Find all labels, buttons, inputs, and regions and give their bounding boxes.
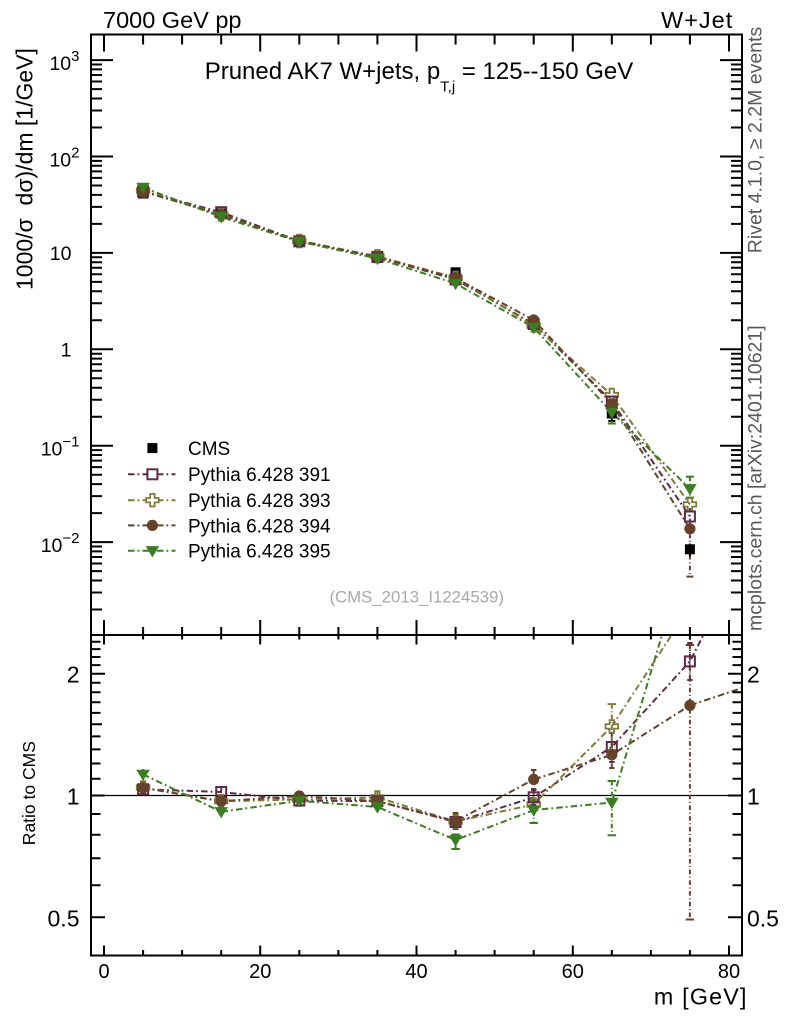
svg-text:Pruned AK7 W+jets, pT,j = 125-: Pruned AK7 W+jets, pT,j = 125--150 GeV <box>205 58 634 96</box>
svg-text:Pythia 6.428 391: Pythia 6.428 391 <box>188 465 331 486</box>
svg-text:0: 0 <box>98 961 109 983</box>
svg-text:2: 2 <box>747 662 760 688</box>
svg-text:10−2: 10−2 <box>41 530 80 557</box>
svg-text:Pythia 6.428 393: Pythia 6.428 393 <box>188 491 331 512</box>
svg-text:1000/σ dσ)/dm [1/GeV]: 1000/σ dσ)/dm [1/GeV] <box>12 48 38 290</box>
svg-text:W+Jet: W+Jet <box>661 7 733 33</box>
svg-text:60: 60 <box>562 961 584 983</box>
svg-text:80: 80 <box>718 961 740 983</box>
svg-text:m [GeV]: m [GeV] <box>654 983 748 1009</box>
svg-text:(CMS_2013_I1224539): (CMS_2013_I1224539) <box>329 587 503 606</box>
svg-text:1: 1 <box>61 339 72 361</box>
svg-text:2: 2 <box>67 662 80 688</box>
svg-text:40: 40 <box>405 961 427 983</box>
svg-text:CMS: CMS <box>188 439 230 460</box>
svg-text:0.5: 0.5 <box>48 905 80 931</box>
svg-text:0.5: 0.5 <box>747 905 779 931</box>
svg-text:20: 20 <box>249 961 271 983</box>
svg-text:7000 GeV pp: 7000 GeV pp <box>103 7 242 33</box>
svg-text:Ratio to CMS: Ratio to CMS <box>19 741 39 845</box>
svg-text:10: 10 <box>50 243 72 265</box>
svg-text:1: 1 <box>67 784 80 810</box>
svg-text:Rivet 4.1.0, ≥ 2.2M events: Rivet 4.1.0, ≥ 2.2M events <box>745 27 767 254</box>
svg-text:1: 1 <box>747 784 760 810</box>
svg-text:Pythia 6.428 394: Pythia 6.428 394 <box>188 516 331 537</box>
svg-text:mcplots.cern.ch [arXiv:2401.10: mcplots.cern.ch [arXiv:2401.10621] <box>745 325 767 631</box>
svg-text:Pythia 6.428 395: Pythia 6.428 395 <box>188 542 331 563</box>
